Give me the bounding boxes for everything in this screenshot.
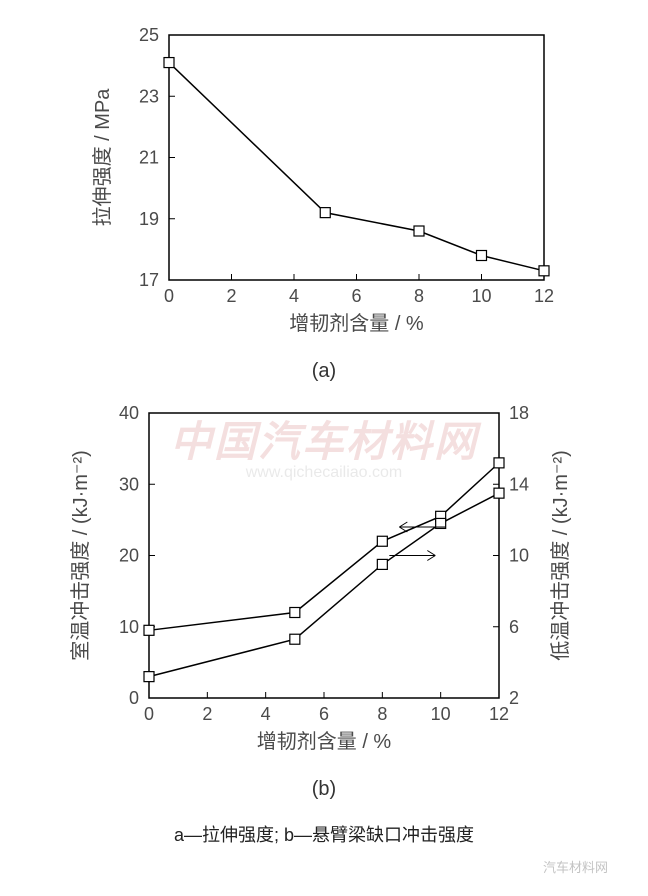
chart-b-svg: 0 2 4 6 8 10 12 0 10 20 30 40 2 6 10 14 18 增韧剂含量 / % 室温冲击强…: [54, 398, 594, 758]
svg-text:4: 4: [289, 286, 299, 306]
svg-text:6: 6: [509, 617, 519, 637]
svg-text:40: 40: [119, 403, 139, 423]
svg-text:21: 21: [139, 148, 159, 168]
chart-a-sublabel: (a): [20, 360, 628, 383]
svg-text:17: 17: [139, 270, 159, 290]
svg-text:30: 30: [119, 474, 139, 494]
svg-text:室温冲击强度 / (kJ·m⁻²): 室温冲击强度 / (kJ·m⁻²): [69, 450, 92, 661]
svg-text:8: 8: [414, 286, 424, 306]
svg-text:23: 23: [139, 86, 159, 106]
svg-text:2: 2: [202, 704, 212, 724]
svg-text:拉伸强度 / MPa: 拉伸强度 / MPa: [91, 88, 114, 227]
svg-text:2: 2: [509, 688, 519, 708]
svg-text:10: 10: [119, 617, 139, 637]
svg-text:增韧剂含量 / %: 增韧剂含量 / %: [289, 312, 424, 335]
svg-text:19: 19: [139, 209, 159, 229]
svg-text:增韧剂含量 / %: 增韧剂含量 / %: [257, 730, 392, 753]
svg-text:6: 6: [351, 286, 361, 306]
svg-text:6: 6: [319, 704, 329, 724]
chart-a-svg: 0 2 4 6 8 10 12 17 19 21 23 25 增韧剂含量 / % 拉伸强度 / MPa: [74, 20, 574, 340]
svg-text:0: 0: [164, 286, 174, 306]
svg-text:10: 10: [509, 546, 529, 566]
footer-logo: 汽车材料网: [20, 857, 628, 876]
svg-text:20: 20: [119, 546, 139, 566]
svg-text:14: 14: [509, 474, 529, 494]
chart-a-container: 0 2 4 6 8 10 12 17 19 21 23 25 增韧剂含量 / % 拉伸强度 / MPa: [74, 20, 574, 340]
svg-text:0: 0: [129, 688, 139, 708]
svg-text:18: 18: [509, 403, 529, 423]
svg-text:0: 0: [144, 704, 154, 724]
svg-text:2: 2: [226, 286, 236, 306]
svg-text:12: 12: [534, 286, 554, 306]
svg-text:10: 10: [471, 286, 491, 306]
svg-text:12: 12: [489, 704, 509, 724]
svg-text:25: 25: [139, 25, 159, 45]
svg-text:10: 10: [431, 704, 451, 724]
chart-b-sublabel: (b): [20, 778, 628, 801]
chart-b-container: 中国汽车材料网 www.qichecailiao.com 02468101201…: [54, 398, 594, 758]
svg-text:低温冲击强度 / (kJ·m⁻²): 低温冲击强度 / (kJ·m⁻²): [549, 450, 572, 661]
svg-text:4: 4: [261, 704, 271, 724]
svg-text:8: 8: [377, 704, 387, 724]
figure-caption: a—拉伸强度; b—悬臂梁缺口冲击强度: [20, 821, 628, 847]
